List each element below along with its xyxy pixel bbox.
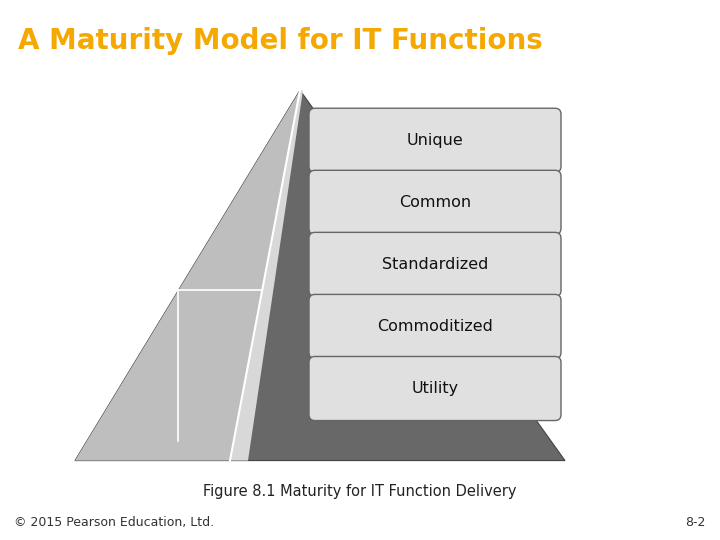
Text: Commoditized: Commoditized <box>377 319 493 334</box>
Text: A Maturity Model for IT Functions: A Maturity Model for IT Functions <box>18 26 543 55</box>
Text: 8-2: 8-2 <box>685 516 706 529</box>
FancyBboxPatch shape <box>309 232 561 296</box>
FancyBboxPatch shape <box>309 170 561 234</box>
Polygon shape <box>75 90 300 461</box>
Text: Common: Common <box>399 195 471 210</box>
FancyBboxPatch shape <box>309 108 561 172</box>
Text: Figure 8.1 Maturity for IT Function Delivery: Figure 8.1 Maturity for IT Function Deli… <box>203 484 517 499</box>
Text: Standardized: Standardized <box>382 257 488 272</box>
Polygon shape <box>230 90 303 461</box>
FancyBboxPatch shape <box>309 294 561 359</box>
Text: Unique: Unique <box>407 133 464 148</box>
Text: Utility: Utility <box>411 381 459 396</box>
Polygon shape <box>75 90 565 461</box>
FancyBboxPatch shape <box>309 356 561 421</box>
Text: © 2015 Pearson Education, Ltd.: © 2015 Pearson Education, Ltd. <box>14 516 215 529</box>
